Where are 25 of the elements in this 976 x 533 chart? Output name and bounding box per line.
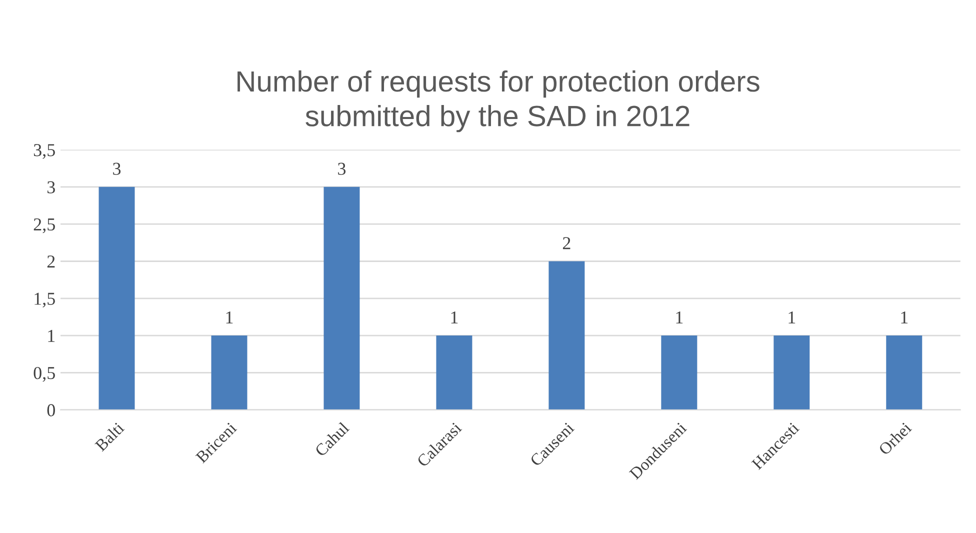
data-label: 1	[226, 311, 233, 324]
data-label: 1	[451, 311, 458, 324]
data-label: 1	[676, 311, 683, 324]
data-label: 2	[562, 237, 570, 250]
bar	[774, 336, 810, 410]
y-tick-label: 3	[47, 181, 55, 194]
y-tick-label: 1,5	[34, 292, 55, 308]
data-label: 1	[788, 311, 796, 324]
data-label: 3	[338, 162, 346, 175]
data-label: 3	[113, 162, 121, 175]
bar	[98, 186, 135, 410]
y-tick-label: 2,5	[34, 218, 55, 234]
bar	[436, 336, 472, 410]
y-tick-label: 0	[47, 404, 55, 416]
data-label: 1	[901, 311, 908, 324]
y-tick-label: 2	[47, 256, 55, 268]
chart-title: Number of requests for protection orders submitted by the SAD in 2012	[238, 70, 760, 132]
bar	[211, 336, 248, 410]
y-tick-label: 0,5	[34, 366, 55, 382]
bar	[661, 336, 698, 410]
bar	[324, 186, 360, 410]
bar	[548, 261, 585, 410]
y-tick-label: 3,5	[34, 144, 55, 159]
y-tick-label: 1	[48, 330, 55, 342]
bar	[886, 336, 922, 410]
